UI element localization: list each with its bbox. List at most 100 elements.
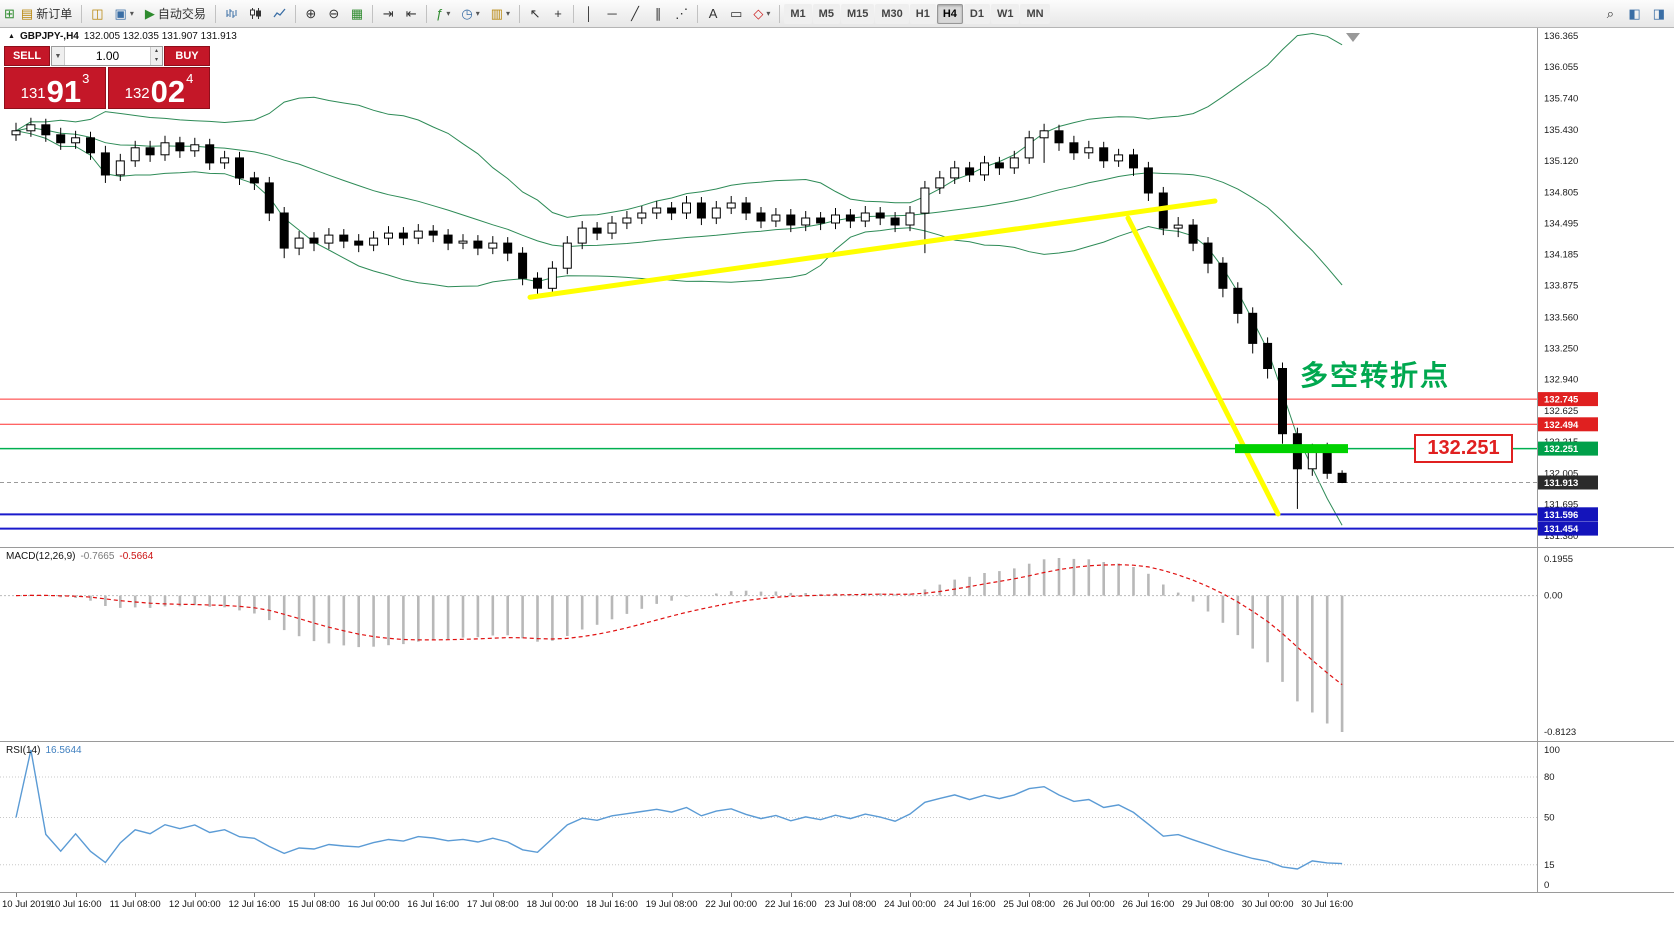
line-chart-icon xyxy=(273,8,286,18)
svg-text:80: 80 xyxy=(1544,772,1555,783)
time-tick xyxy=(1208,893,1209,897)
timeframe-h4[interactable]: H4 xyxy=(936,3,963,24)
time-tick xyxy=(612,893,613,897)
svg-text:100: 100 xyxy=(1544,745,1560,756)
toolbar-separator xyxy=(372,4,374,23)
time-label: 26 Jul 00:00 xyxy=(1062,899,1115,910)
channel-button[interactable]: ∥ xyxy=(647,3,669,25)
timeframe-m30[interactable]: M30 xyxy=(875,3,909,24)
chevron-down-icon: ▾ xyxy=(766,9,771,18)
time-tick xyxy=(16,893,17,897)
text-button[interactable]: A xyxy=(702,3,724,25)
time-label: 16 Jul 16:00 xyxy=(407,899,460,910)
timeframe-m15[interactable]: M15 xyxy=(840,3,875,24)
autotrading-play-icon: ▶ xyxy=(144,6,155,21)
tile-windows-button[interactable]: ▦ xyxy=(346,3,368,25)
volume-value[interactable]: 1.00 xyxy=(95,49,120,63)
macd-label: MACD(12,26,9) -0.7665 -0.5664 xyxy=(6,551,153,562)
time-tick xyxy=(194,893,196,897)
svg-text:135.120: 135.120 xyxy=(1544,156,1578,167)
timeframe-w1[interactable]: W1 xyxy=(990,3,1020,24)
new-chart-button[interactable]: ◫ xyxy=(86,3,108,25)
time-tick xyxy=(75,893,77,897)
sell-button[interactable]: SELL xyxy=(4,46,50,66)
time-tick xyxy=(1029,893,1031,897)
bid-price-button[interactable]: 131 91 3 xyxy=(4,67,106,109)
trendline-button[interactable]: ╱ xyxy=(624,3,646,25)
bid-big-figure: 131 xyxy=(20,85,46,102)
search-button[interactable]: ⌕ xyxy=(1599,3,1621,25)
profiles-button[interactable]: ▣ ▾ xyxy=(110,3,139,25)
rsi-indicator-chart[interactable]: 100 80 50 15 0 xyxy=(0,742,1674,893)
templates-button[interactable]: ▥ ▾ xyxy=(486,3,515,25)
toolbar-separator xyxy=(697,4,699,23)
time-label: 19 Jul 08:00 xyxy=(645,899,698,910)
time-label: 26 Jul 16:00 xyxy=(1122,899,1175,910)
toolbar-separator xyxy=(426,4,428,23)
timeframe-m5[interactable]: M5 xyxy=(812,3,840,24)
time-tick xyxy=(731,893,733,897)
time-axis[interactable]: 10 Jul 2019 10 Jul 16:00 11 Jul 08:00 12 Ju… xyxy=(0,893,1674,920)
svg-text:136.055: 136.055 xyxy=(1544,62,1578,73)
timeframe-mn[interactable]: MN xyxy=(1020,3,1050,24)
zoom-out-button[interactable]: ⊖ xyxy=(323,3,345,25)
trendline-icon: ╱ xyxy=(631,6,639,21)
volume-dropdown-icon[interactable]: ▼ xyxy=(52,47,65,65)
auto-scroll-button[interactable]: ⇥ xyxy=(377,3,399,25)
macd-main-value: -0.7665 xyxy=(80,551,115,562)
crosshair-button[interactable]: + xyxy=(547,3,569,25)
fibonacci-button[interactable]: ⋰ xyxy=(670,3,693,25)
new-chart-icon: ◫ xyxy=(91,6,104,21)
cursor-button[interactable]: ↖ xyxy=(524,3,546,25)
line-chart-button[interactable] xyxy=(268,3,291,25)
time-label: 24 Jul 00:00 xyxy=(884,899,936,910)
macd-signal-value: -0.5664 xyxy=(119,551,154,562)
plot-area xyxy=(0,32,1537,530)
macd-signal-line xyxy=(15,564,1343,686)
bar-chart-button[interactable] xyxy=(220,3,243,25)
search-icon: ⌕ xyxy=(1606,6,1615,21)
svg-text:132.494: 132.494 xyxy=(1544,420,1579,431)
buy-button[interactable]: BUY xyxy=(164,46,210,66)
time-tick xyxy=(135,893,137,897)
time-tick xyxy=(552,893,554,897)
svg-text:131.596: 131.596 xyxy=(1544,510,1578,521)
autotrading-button[interactable]: ▶ 自动交易 xyxy=(140,3,211,25)
svg-text:132.745: 132.745 xyxy=(1544,395,1579,406)
macd-indicator-chart[interactable]: 0.1955 0.00 -0.8123 xyxy=(0,548,1674,742)
timeframe-h1[interactable]: H1 xyxy=(909,3,936,24)
arrows-button[interactable]: ◇ ▾ xyxy=(748,3,775,25)
zoom-in-button[interactable]: ⊕ xyxy=(300,3,322,25)
svg-text:135.740: 135.740 xyxy=(1544,94,1578,105)
ask-price-button[interactable]: 132 02 4 xyxy=(108,67,210,109)
volume-input[interactable]: ▼ 1.00 ▴ ▾ xyxy=(51,46,163,66)
chart-shift-button[interactable]: ⇤ xyxy=(400,3,422,25)
svg-text:134.805: 134.805 xyxy=(1544,188,1578,199)
stepper-down-icon[interactable]: ▾ xyxy=(154,57,158,63)
bollinger-bands xyxy=(15,32,1343,526)
svg-text:0: 0 xyxy=(1544,880,1549,891)
cursor-icon: ↖ xyxy=(529,6,541,21)
svg-text:132.625: 132.625 xyxy=(1544,406,1578,417)
time-tick xyxy=(790,893,792,897)
timeframe-d1[interactable]: D1 xyxy=(963,3,990,24)
panel-toggle-right-button[interactable]: ◨ xyxy=(1648,3,1670,25)
bar-chart-icon xyxy=(226,9,237,18)
panel-toggle-left-button[interactable]: ◧ xyxy=(1623,3,1645,25)
new-order-button[interactable]: ▤ 新订单 xyxy=(16,3,77,25)
rsi-line xyxy=(15,749,1343,870)
volume-stepper[interactable]: ▴ ▾ xyxy=(150,47,162,65)
stepper-up-icon[interactable]: ▴ xyxy=(154,48,158,54)
indicators-icon: ƒ xyxy=(436,6,444,21)
horizontal-line-button[interactable]: ─ xyxy=(601,3,623,25)
periods-button[interactable]: ◷ ▾ xyxy=(456,3,484,25)
main-price-chart[interactable]: 136.365 136.055 135.740 135.430 135.120 134.8… xyxy=(0,28,1674,548)
candlestick-chart-button[interactable] xyxy=(244,3,267,25)
time-label: 18 Jul 00:00 xyxy=(526,899,579,910)
svg-text:136.365: 136.365 xyxy=(1544,31,1578,42)
vertical-line-button[interactable]: │ xyxy=(578,3,600,25)
timeframe-m1[interactable]: M1 xyxy=(784,3,812,24)
indicators-button[interactable]: ƒ ▾ xyxy=(431,3,455,25)
text-label-button[interactable]: ▭ xyxy=(725,3,747,25)
time-tick xyxy=(850,893,852,897)
